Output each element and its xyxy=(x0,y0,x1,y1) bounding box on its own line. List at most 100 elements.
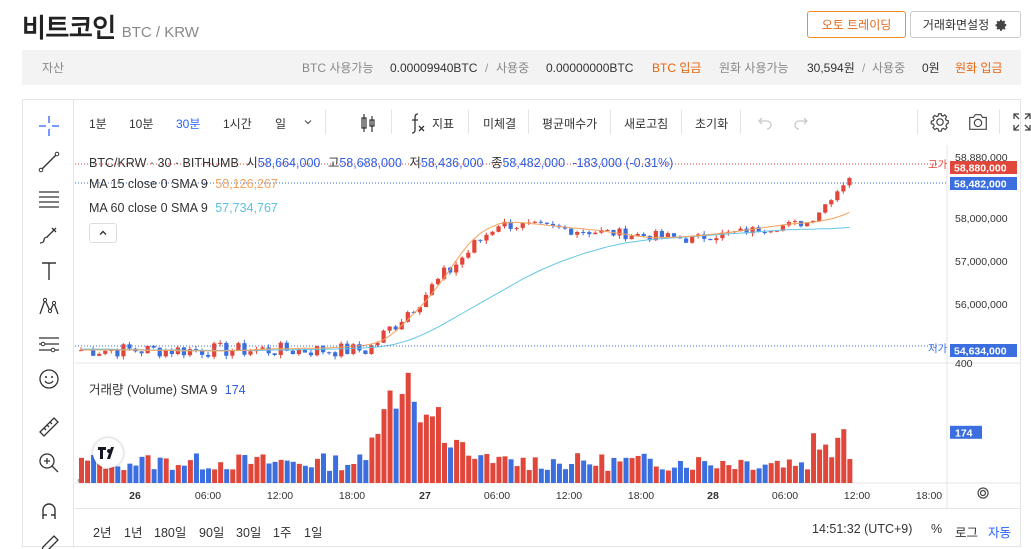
prediction-icon[interactable] xyxy=(36,330,62,356)
time-tick-label: 12:00 xyxy=(844,490,870,502)
text-tool-icon[interactable] xyxy=(36,258,62,284)
volume-bar xyxy=(393,408,399,483)
zoom-in-icon[interactable] xyxy=(36,450,62,476)
volume-bar xyxy=(484,453,490,483)
interval-day[interactable]: 일 xyxy=(275,117,287,131)
candle-body xyxy=(302,349,308,353)
camera-icon[interactable] xyxy=(967,111,989,133)
percent-toggle[interactable]: % xyxy=(931,522,943,536)
volume-bar xyxy=(653,466,659,483)
candle-body xyxy=(187,349,193,356)
volume-bar xyxy=(187,460,193,483)
magnet-icon[interactable] xyxy=(36,498,62,524)
log-toggle[interactable]: 로그 xyxy=(955,526,979,540)
indicators-button[interactable]: 지표 xyxy=(432,117,455,131)
candle-body xyxy=(635,233,640,236)
divider xyxy=(325,110,326,134)
candle-body xyxy=(224,342,229,356)
volume-bar xyxy=(556,463,562,483)
btc-deposit-link[interactable]: BTC 입금 xyxy=(652,61,702,75)
candle-type-icon[interactable] xyxy=(358,112,378,134)
interval-1h[interactable]: 1시간 xyxy=(223,117,252,131)
candle-body xyxy=(841,185,846,192)
reset-button[interactable]: 초기화 xyxy=(695,117,729,131)
ruler-icon[interactable] xyxy=(36,414,62,440)
volume-bar xyxy=(569,464,575,483)
candle-body xyxy=(417,307,422,313)
redo-icon[interactable] xyxy=(793,114,809,130)
low-price-tag-bg xyxy=(950,344,1017,357)
crosshair-icon[interactable] xyxy=(36,113,62,139)
time-tick-label: 26 xyxy=(129,490,141,502)
interval-10m[interactable]: 10분 xyxy=(129,117,154,131)
candle-body xyxy=(478,239,483,241)
volume-bar xyxy=(532,457,538,483)
candle-body xyxy=(629,235,634,240)
candle-body xyxy=(248,351,253,355)
collapse-legend-button[interactable] xyxy=(89,223,117,243)
candle-body xyxy=(296,349,301,355)
range-1y[interactable]: 1년 xyxy=(124,526,143,540)
tradingview-logo[interactable] xyxy=(93,438,123,468)
volume-bar xyxy=(690,469,696,483)
interval-30m[interactable]: 30분 xyxy=(176,117,201,131)
volume-bar xyxy=(756,468,762,483)
open-orders-button[interactable]: 미체결 xyxy=(483,117,517,131)
fib-lines-icon[interactable] xyxy=(36,185,62,211)
range-180d[interactable]: 180일 xyxy=(154,526,187,540)
candle-body xyxy=(659,231,664,238)
volume-label: 거래량 (Volume) SMA 9 xyxy=(89,383,218,397)
emoji-icon[interactable] xyxy=(36,366,62,392)
interval-1m[interactable]: 1분 xyxy=(89,117,107,131)
screen-settings-button[interactable]: 거래화면설정 xyxy=(910,11,1021,38)
asset-bar: 자산 BTC 사용가능 0.00009940BTC / 사용중 0.000000… xyxy=(22,50,1021,85)
ma15-label: MA 15 close 0 SMA 9 xyxy=(89,177,208,191)
volume-bar xyxy=(369,437,375,483)
candle-body xyxy=(97,353,102,356)
open-label: 시 xyxy=(246,156,258,170)
range-1d[interactable]: 1일 xyxy=(304,526,323,540)
range-90d[interactable]: 90일 xyxy=(199,526,225,540)
candle-body xyxy=(702,234,707,239)
volume-bar xyxy=(121,470,127,483)
price-tick-label: 57,000,000 xyxy=(955,256,1008,268)
avg-price-button[interactable]: 평균매수가 xyxy=(542,117,598,131)
volume-bar xyxy=(193,453,199,483)
volume-bar xyxy=(671,467,677,483)
volume-value-tag: 174 xyxy=(955,427,973,439)
brush-icon[interactable] xyxy=(36,222,62,248)
refresh-button[interactable]: 새로고침 xyxy=(624,117,669,131)
trend-line-icon[interactable] xyxy=(36,149,62,175)
range-1w[interactable]: 1주 xyxy=(273,526,292,540)
candle-body xyxy=(544,222,550,224)
volume-bar xyxy=(290,461,296,483)
volume-bar xyxy=(85,460,91,483)
volume-bar xyxy=(272,461,278,483)
candle-body xyxy=(714,238,719,241)
low-price-tag: 54,634,000 xyxy=(954,346,1007,358)
pattern-icon[interactable] xyxy=(36,294,62,320)
candle-body xyxy=(115,349,120,357)
range-30d[interactable]: 30일 xyxy=(236,526,262,540)
settings-icon[interactable] xyxy=(929,111,951,133)
fullscreen-icon[interactable] xyxy=(1012,112,1031,132)
volume-bar xyxy=(206,468,212,483)
price-chart[interactable]: 58,000,00057,000,00056,000,00055,000,000… xyxy=(75,145,1021,508)
chevron-down-icon[interactable] xyxy=(303,117,313,127)
ma60-value: 57,734,767 xyxy=(215,201,278,215)
volume-bar xyxy=(115,466,121,483)
undo-icon[interactable] xyxy=(757,114,773,130)
range-2y[interactable]: 2년 xyxy=(93,526,112,540)
krw-deposit-link[interactable]: 원화 입금 xyxy=(955,61,1003,75)
auto-trading-button[interactable]: 오토 트레이딩 xyxy=(807,11,906,38)
volume-bar xyxy=(139,456,145,483)
pencil-icon[interactable] xyxy=(36,532,62,549)
volume-bar xyxy=(363,460,369,483)
volume-bar xyxy=(200,469,205,483)
candle-body xyxy=(647,235,652,241)
auto-toggle[interactable]: 자동 xyxy=(988,526,1012,540)
candle-body xyxy=(363,350,368,354)
last-price-tag: 58,482,000 xyxy=(954,179,1007,191)
volume-bar xyxy=(133,465,139,483)
candle-body xyxy=(744,228,749,234)
